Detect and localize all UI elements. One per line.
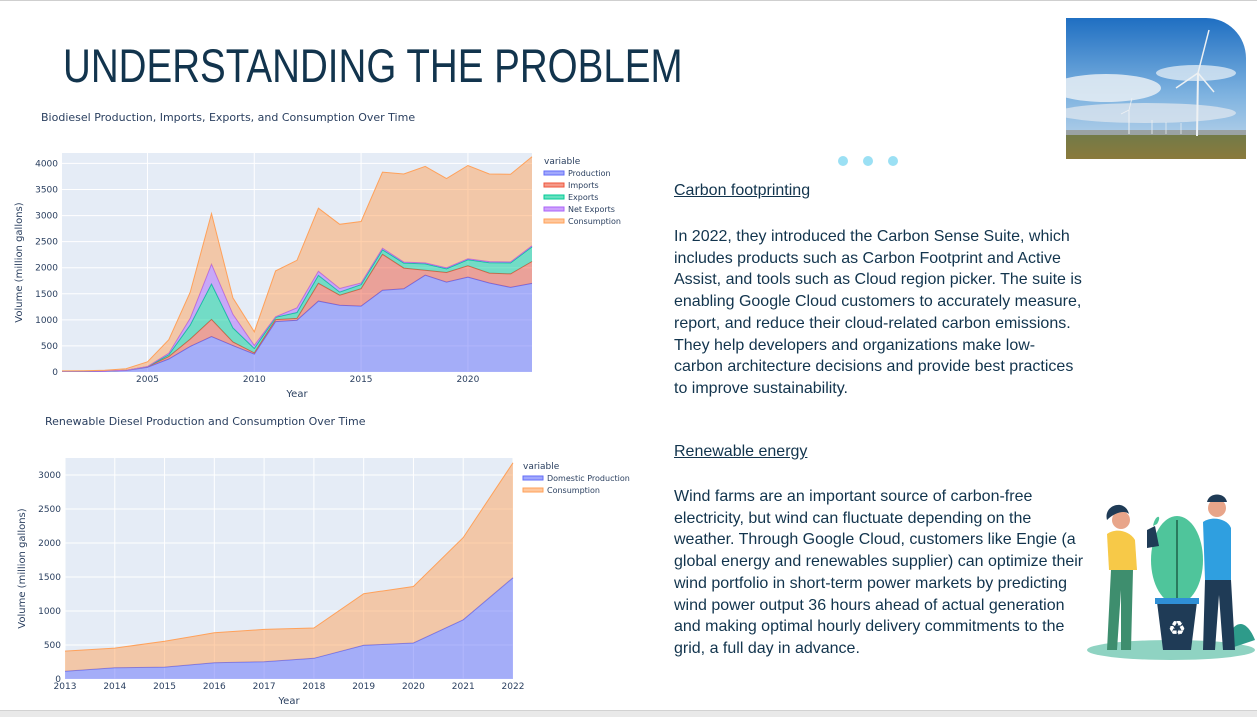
line-consumption — [64, 462, 514, 652]
chart-title: Renewable Diesel Production and Consumpt… — [45, 415, 366, 428]
y-tick-label: 0 — [55, 675, 61, 685]
x-tick-label: 2020 — [456, 375, 479, 385]
legend-swatch — [543, 194, 565, 200]
x-tick-label: 2016 — [203, 682, 226, 692]
x-tick-label: 2005 — [136, 375, 159, 385]
carousel-dots[interactable] — [838, 156, 898, 166]
legend-item: Consumption — [568, 217, 621, 226]
x-tick-label: 2020 — [402, 682, 425, 692]
legend-item: Net Exports — [568, 205, 615, 214]
y-tick-label: 4000 — [35, 159, 58, 169]
carousel-dot[interactable] — [838, 156, 848, 166]
y-tick-label: 1500 — [38, 573, 61, 583]
y-tick-label: 2000 — [38, 539, 61, 549]
y-tick-label: 3000 — [38, 471, 61, 481]
y-tick-label: 0 — [52, 368, 58, 378]
legend-title: variable — [523, 462, 560, 472]
recycling-plant-people-illustration: ♻ — [1085, 490, 1257, 662]
y-axis-label: Volume (million gallons) — [17, 508, 28, 628]
x-axis-label: Year — [285, 389, 308, 400]
legend-swatch — [522, 487, 544, 493]
chart-title: Biodiesel Production, Imports, Exports, … — [41, 111, 415, 124]
area-production — [62, 275, 532, 372]
x-axis-label: Year — [277, 696, 300, 707]
legend-swatch — [522, 475, 544, 481]
x-tick-label: 2014 — [103, 682, 126, 692]
area-net-exports — [62, 245, 532, 372]
carousel-dot[interactable] — [863, 156, 873, 166]
area-consumption — [62, 156, 532, 372]
line-consumption — [61, 156, 533, 372]
section-body-renewable-energy: Wind farms are an important source of ca… — [674, 488, 1084, 657]
y-tick-label: 1500 — [35, 290, 58, 300]
legend-item: Exports — [568, 193, 598, 202]
page-title: UNDERSTANDING THE PROBLEM — [63, 39, 683, 92]
x-tick-label: 2022 — [502, 682, 525, 692]
bottom-border — [0, 710, 1257, 717]
legend-title: variable — [544, 157, 581, 167]
legend-swatch — [543, 218, 565, 224]
y-tick-label: 2000 — [35, 264, 58, 274]
y-tick-label: 3000 — [35, 212, 58, 222]
biodiesel-chart: Biodiesel Production, Imports, Exports, … — [14, 111, 621, 400]
x-tick-label: 2021 — [452, 682, 475, 692]
top-border — [0, 0, 1257, 1]
section-heading-carbon-footprinting: Carbon footprinting — [674, 182, 811, 199]
section-heading-renewable-energy: Renewable energy — [674, 443, 808, 460]
legend-item: Imports — [568, 181, 599, 190]
legend-item: Production — [568, 169, 611, 178]
y-tick-label: 3500 — [35, 186, 58, 196]
area-consumption — [65, 462, 513, 672]
x-tick-label: 2010 — [243, 375, 266, 385]
section-body-carbon-footprinting: In 2022, they introduced the Carbon Sens… — [674, 228, 1082, 397]
legend-item: Domestic Production — [547, 474, 630, 483]
legend-swatch — [543, 182, 565, 188]
wind-turbines-photo — [1066, 18, 1246, 159]
x-tick-label: 2019 — [352, 682, 375, 692]
y-tick-label: 500 — [41, 342, 58, 352]
legend-swatch — [543, 170, 565, 176]
y-tick-label: 2500 — [35, 238, 58, 248]
svg-text:♻: ♻ — [1168, 616, 1186, 640]
x-tick-label: 2013 — [54, 682, 77, 692]
y-tick-label: 1000 — [38, 607, 61, 617]
y-axis-label: Volume (million gallons) — [14, 202, 25, 322]
legend-swatch — [543, 206, 565, 212]
x-tick-label: 2017 — [253, 682, 276, 692]
y-tick-label: 1000 — [35, 316, 58, 326]
carousel-dot[interactable] — [888, 156, 898, 166]
area-domestic-production — [65, 577, 513, 679]
y-tick-label: 500 — [44, 641, 61, 651]
y-tick-label: 2500 — [38, 505, 61, 515]
x-tick-label: 2015 — [153, 682, 176, 692]
legend-item: Consumption — [547, 486, 600, 495]
renewable-diesel-chart: Renewable Diesel Production and Consumpt… — [17, 415, 630, 707]
x-tick-label: 2015 — [350, 375, 373, 385]
x-tick-label: 2018 — [302, 682, 325, 692]
